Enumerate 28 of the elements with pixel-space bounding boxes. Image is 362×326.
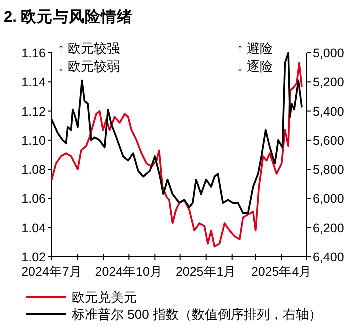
y2-tick-label: 6,200	[313, 221, 344, 236]
legend-label: 欧元兑美元	[72, 290, 137, 305]
legend-label: 标准普尔 500 指数（数值倒序排列，右轴）	[71, 307, 322, 322]
annotation: ↑ 避险	[237, 41, 274, 56]
y2-tick-label: 5,000	[313, 46, 344, 60]
chart-title: 2. 欧元与风险情绪	[4, 8, 134, 26]
y2-tick-label: 5,800	[313, 163, 344, 178]
y-tick-label: 1.12	[22, 104, 46, 119]
y2-tick-label: 6,000	[313, 192, 344, 206]
x-tick-label: 2024年7月	[22, 265, 82, 279]
y2-tick-label: 5,400	[313, 104, 344, 119]
y2-tick-label: 5,200	[313, 76, 344, 90]
annotation: ↓ 逐险	[237, 59, 274, 74]
y-tick-label: 1.08	[22, 163, 46, 178]
annotation: ↑ 欧元较强	[58, 41, 120, 56]
y2-tick-label: 6,400	[313, 250, 344, 264]
x-tick-label: 2025年1月	[176, 265, 237, 279]
y-tick-label: 1.10	[22, 134, 46, 148]
annotation: ↓ 欧元较弱	[58, 59, 120, 74]
y-tick-label: 1.04	[22, 221, 46, 236]
y-tick-label: 1.14	[22, 76, 46, 90]
y2-tick-label: 5,600	[313, 134, 344, 148]
y-tick-label: 1.06	[22, 192, 46, 206]
x-tick-label: 2025年4月	[251, 265, 312, 279]
y-tick-label: 1.02	[22, 250, 46, 264]
line-series	[51, 62, 303, 248]
y-tick-label: 1.16	[22, 46, 46, 60]
x-tick-label: 2024年10月	[95, 265, 164, 279]
